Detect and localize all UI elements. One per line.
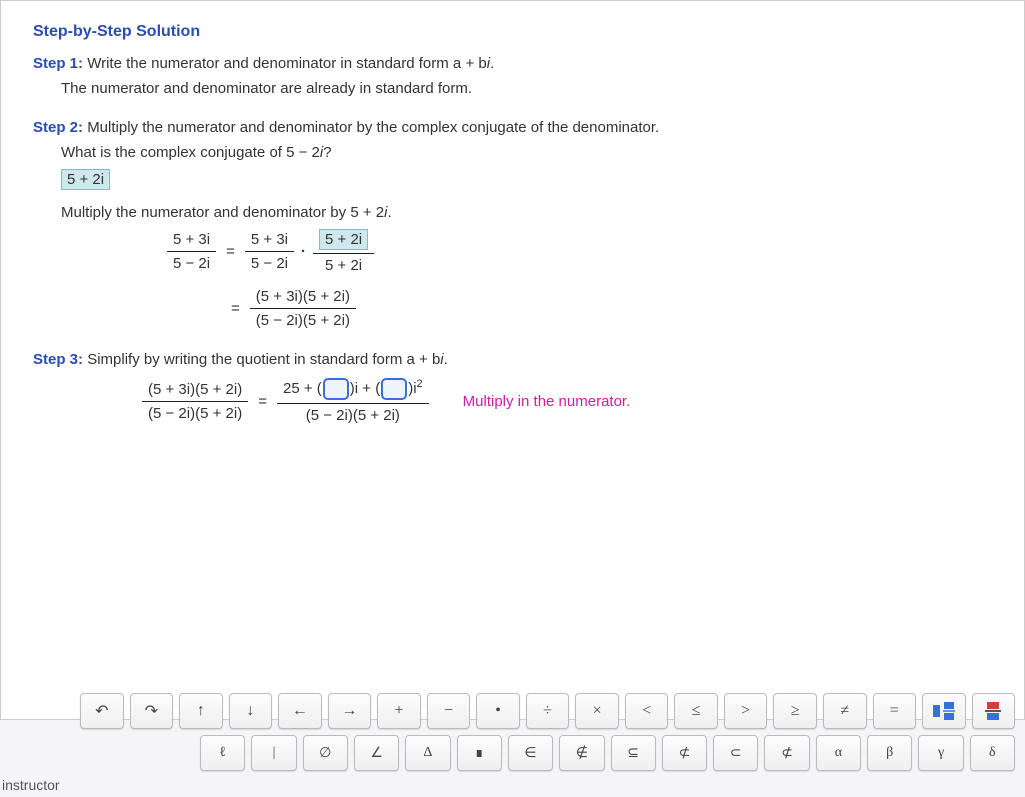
- key-↶[interactable]: ↶: [80, 693, 124, 729]
- step3-eq: (5 + 3i)(5 + 2i) (5 − 2i)(5 + 2i) = 25 +…: [138, 378, 992, 424]
- step1-line: Step 1: Write the numerator and denomina…: [33, 55, 992, 72]
- keypad-row-1: ↶↷↑↓←→+−•÷×<≤>≥≠=: [80, 693, 1015, 729]
- step1-note: The numerator and denominator are alread…: [61, 80, 992, 97]
- key-∎[interactable]: ∎: [457, 735, 502, 771]
- key-<[interactable]: <: [625, 693, 669, 729]
- key-+[interactable]: +: [377, 693, 421, 729]
- key-≠[interactable]: ≠: [823, 693, 867, 729]
- step3-rhs: 25 + ()i + ()i2 (5 − 2i)(5 + 2i): [277, 378, 429, 424]
- key-α[interactable]: α: [816, 735, 861, 771]
- step2-answer-box: 5 + 2i: [61, 169, 992, 190]
- step2-mult-text: Multiply the numerator and denominator b…: [61, 204, 992, 221]
- key-∈[interactable]: ∈: [508, 735, 553, 771]
- step1-label: Step 1:: [33, 55, 83, 72]
- step2-eq2: = (5 + 3i)(5 + 2i) (5 − 2i)(5 + 2i): [225, 288, 992, 329]
- frac-prod: (5 + 3i)(5 + 2i) (5 − 2i)(5 + 2i): [250, 288, 356, 329]
- key-≤[interactable]: ≤: [674, 693, 718, 729]
- key-≥[interactable]: ≥: [773, 693, 817, 729]
- input-coeff-2[interactable]: [381, 378, 407, 400]
- key-=[interactable]: =: [873, 693, 917, 729]
- key-ℓ[interactable]: ℓ: [200, 735, 245, 771]
- key-|[interactable]: |: [251, 735, 296, 771]
- keypad-row-2: ℓ|∅∠Δ∎∈∉⊆⊄⊂⊄αβγδ: [200, 735, 1015, 771]
- step2-q: What is the complex conjugate of 5 − 2i?: [61, 144, 992, 161]
- step3-line: Step 3: Simplify by writing the quotient…: [33, 351, 992, 368]
- step2-line: Step 2: Multiply the numerator and denom…: [33, 119, 992, 136]
- key->[interactable]: >: [724, 693, 768, 729]
- conjugate-answer[interactable]: 5 + 2i: [61, 169, 110, 190]
- key-⊆[interactable]: ⊆: [611, 735, 656, 771]
- key-⊂[interactable]: ⊂: [713, 735, 758, 771]
- key-Δ[interactable]: Δ: [405, 735, 450, 771]
- key-β[interactable]: β: [867, 735, 912, 771]
- key-÷[interactable]: ÷: [526, 693, 570, 729]
- step2-label: Step 2:: [33, 119, 83, 136]
- key-×[interactable]: ×: [575, 693, 619, 729]
- key-mixed-fraction[interactable]: [922, 693, 966, 729]
- key-⊄[interactable]: ⊄: [764, 735, 809, 771]
- key-fraction-icon[interactable]: [972, 693, 1016, 729]
- hint-text: Multiply in the numerator.: [463, 393, 631, 410]
- step3-lhs: (5 + 3i)(5 + 2i) (5 − 2i)(5 + 2i): [142, 381, 248, 422]
- key-↷[interactable]: ↷: [130, 693, 174, 729]
- step2-eq1: 5 + 3i 5 − 2i = 5 + 3i 5 − 2i · 5 + 2i 5…: [163, 229, 992, 274]
- key-∠[interactable]: ∠: [354, 735, 399, 771]
- key-•[interactable]: •: [476, 693, 520, 729]
- key-⊄[interactable]: ⊄: [662, 735, 707, 771]
- input-coeff-1[interactable]: [323, 378, 349, 400]
- key-↓[interactable]: ↓: [229, 693, 273, 729]
- step1-i: i: [487, 55, 490, 72]
- frac-r1: 5 + 3i 5 − 2i: [245, 231, 294, 272]
- key-→[interactable]: →: [328, 693, 372, 729]
- math-keypad: ↶↷↑↓←→+−•÷×<≤>≥≠= ℓ|∅∠Δ∎∈∉⊆⊄⊂⊄αβγδ: [0, 685, 1025, 797]
- key-∉[interactable]: ∉: [559, 735, 604, 771]
- key-←[interactable]: ←: [278, 693, 322, 729]
- key-−[interactable]: −: [427, 693, 471, 729]
- key-∅[interactable]: ∅: [303, 735, 348, 771]
- footer-instructor[interactable]: instructor: [2, 777, 60, 793]
- step3-text: Simplify by writing the quotient in stan…: [87, 351, 440, 368]
- key-γ[interactable]: γ: [918, 735, 963, 771]
- equals: =: [226, 243, 235, 260]
- page-title: Step-by-Step Solution: [33, 23, 992, 41]
- frac-lhs: 5 + 3i 5 − 2i: [167, 231, 216, 272]
- step2-text: Multiply the numerator and denominator b…: [87, 119, 659, 136]
- cdot: ·: [301, 243, 306, 260]
- solution-page: Step-by-Step Solution Step 1: Write the …: [0, 0, 1025, 720]
- frac-r2: 5 + 2i 5 + 2i: [313, 229, 374, 274]
- step1-text: Write the numerator and denominator in s…: [87, 55, 487, 72]
- step3-label: Step 3:: [33, 351, 83, 368]
- key-δ[interactable]: δ: [970, 735, 1015, 771]
- key-↑[interactable]: ↑: [179, 693, 223, 729]
